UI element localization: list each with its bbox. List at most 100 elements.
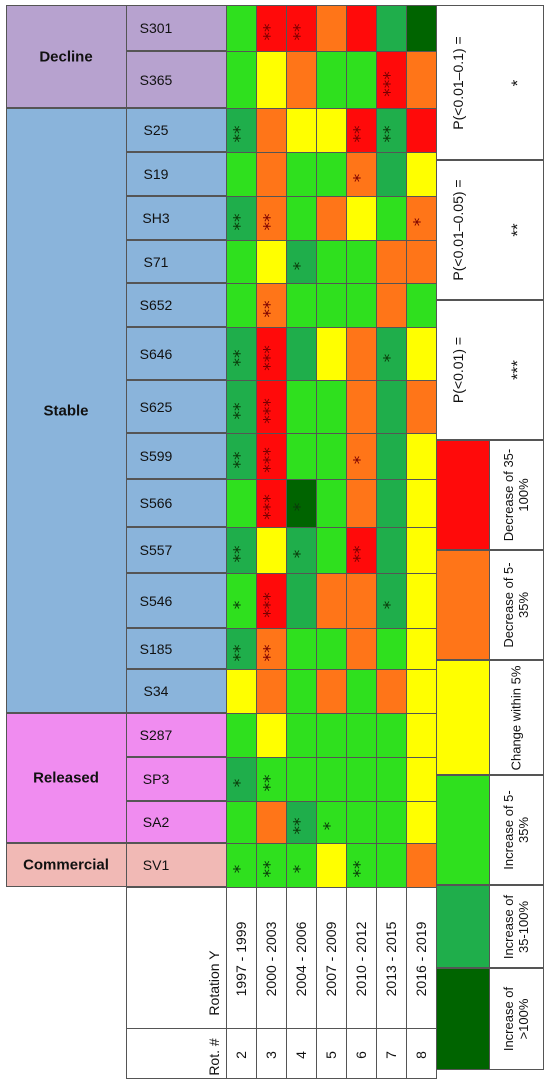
heatmap-cell — [226, 240, 257, 284]
heatmap-cell — [346, 380, 377, 434]
heatmap-cell — [286, 240, 317, 284]
heatmap-cell — [376, 843, 407, 888]
heatmap-cell — [316, 479, 347, 528]
heatmap-cell — [286, 527, 317, 574]
heatmap-cell — [226, 843, 257, 888]
period-label: 2007 - 2009 — [323, 921, 339, 997]
period-cell — [286, 887, 317, 1029]
group-label-commercial: Commercial — [23, 856, 109, 874]
rot-cell — [256, 1028, 287, 1079]
significance-stars: ** — [260, 213, 281, 231]
significance-stars: ** — [230, 402, 251, 419]
significance-stars: ** — [260, 774, 281, 792]
rot-number: 6 — [353, 1051, 369, 1059]
heatmap-cell — [376, 433, 407, 480]
heatmap-cell — [286, 5, 317, 52]
heatmap-cell — [316, 51, 347, 109]
heatmap-cell — [226, 283, 257, 328]
significance-stars: * — [290, 502, 311, 512]
heatmap-cell — [256, 108, 287, 153]
significance-stars: ** — [230, 125, 251, 143]
heatmap-cell — [406, 5, 437, 52]
period-label: 2004 - 2006 — [293, 921, 309, 997]
strain-label: S185 — [139, 640, 173, 657]
heatmap-cell — [286, 713, 317, 758]
heatmap-cell — [346, 479, 377, 528]
significance-stars: * — [290, 549, 311, 559]
heatmap-cell — [256, 152, 287, 197]
heatmap-cell — [316, 573, 347, 629]
heatmap-cell — [316, 196, 347, 241]
heatmap-cell — [376, 283, 407, 328]
significance-stars: ** — [230, 644, 251, 661]
rot-number: 5 — [323, 1051, 339, 1059]
heatmap-cell — [316, 433, 347, 480]
legend-label-cell — [489, 885, 544, 968]
heatmap-cell — [376, 51, 407, 109]
significance-stars: * — [380, 353, 401, 362]
legend-label: Change within 5% — [508, 665, 524, 770]
significance-stars: ** — [230, 545, 251, 563]
heatmap-cell — [256, 669, 287, 714]
heatmap-cell — [376, 5, 407, 52]
heatmap-cell — [346, 713, 377, 758]
significance-stars: ** — [260, 644, 281, 661]
heatmap-cell — [286, 196, 317, 241]
rot-header-cell — [126, 1028, 227, 1079]
significance-stars: * — [320, 821, 341, 831]
strain-cell — [126, 843, 227, 887]
heatmap-cell — [316, 240, 347, 284]
heatmap-cell — [406, 433, 437, 480]
strain-label: S25 — [143, 122, 169, 138]
heatmap-cell — [226, 669, 257, 714]
legend-swatch — [436, 440, 490, 550]
heatmap-cell — [406, 573, 437, 629]
heatmap-cell — [256, 527, 287, 574]
heatmap-cell — [376, 108, 407, 153]
heatmap-cell — [286, 573, 317, 629]
significance-legend-cell — [436, 5, 544, 160]
significance-stars: * — [350, 455, 371, 465]
significance-stars: ** — [350, 125, 371, 143]
heatmap-cell — [406, 327, 437, 381]
period-label: 2016 - 2019 — [413, 921, 429, 997]
heatmap-cell — [286, 433, 317, 480]
period-cell — [346, 887, 377, 1029]
heatmap-cell — [346, 5, 377, 52]
heatmap-cell — [346, 801, 377, 844]
legend-swatch — [436, 968, 490, 1070]
heatmap-cell — [346, 573, 377, 629]
heatmap-cell — [256, 801, 287, 844]
significance-stars: * — [230, 864, 251, 874]
heatmap-cell — [226, 51, 257, 109]
heatmap-cell — [286, 757, 317, 802]
heatmap-cell — [406, 108, 437, 153]
heatmap-cell — [286, 51, 317, 109]
strain-cell — [126, 669, 227, 713]
legend-label-cell — [489, 440, 544, 550]
heatmap-cell — [346, 196, 377, 241]
heatmap-cell — [286, 327, 317, 381]
strain-cell — [126, 327, 227, 380]
strain-label: S546 — [139, 592, 173, 609]
significance-stars: *** — [260, 494, 281, 520]
heatmap-cell — [406, 628, 437, 670]
significance-stars: * — [508, 79, 527, 86]
strain-label: SH3 — [142, 210, 170, 226]
legend-label: Decrease of 35-100% — [501, 448, 531, 542]
significance-stars: * — [410, 217, 431, 227]
heatmap-cell — [376, 479, 407, 528]
heatmap-cell — [286, 801, 317, 844]
heatmap-cell — [316, 628, 347, 670]
strain-cell — [126, 573, 227, 628]
heatmap-cell — [376, 669, 407, 714]
significance-stars: * — [230, 778, 251, 788]
heatmap-cell — [406, 196, 437, 241]
legend-swatch — [436, 885, 490, 968]
group-label-released: Released — [33, 769, 99, 787]
heatmap-cell — [256, 240, 287, 284]
significance-label: P(<0.01–0.05) = — [450, 179, 466, 281]
heatmap-cell — [316, 152, 347, 197]
significance-stars: * — [290, 864, 311, 874]
legend-label: Increase of 35-100% — [501, 894, 531, 959]
